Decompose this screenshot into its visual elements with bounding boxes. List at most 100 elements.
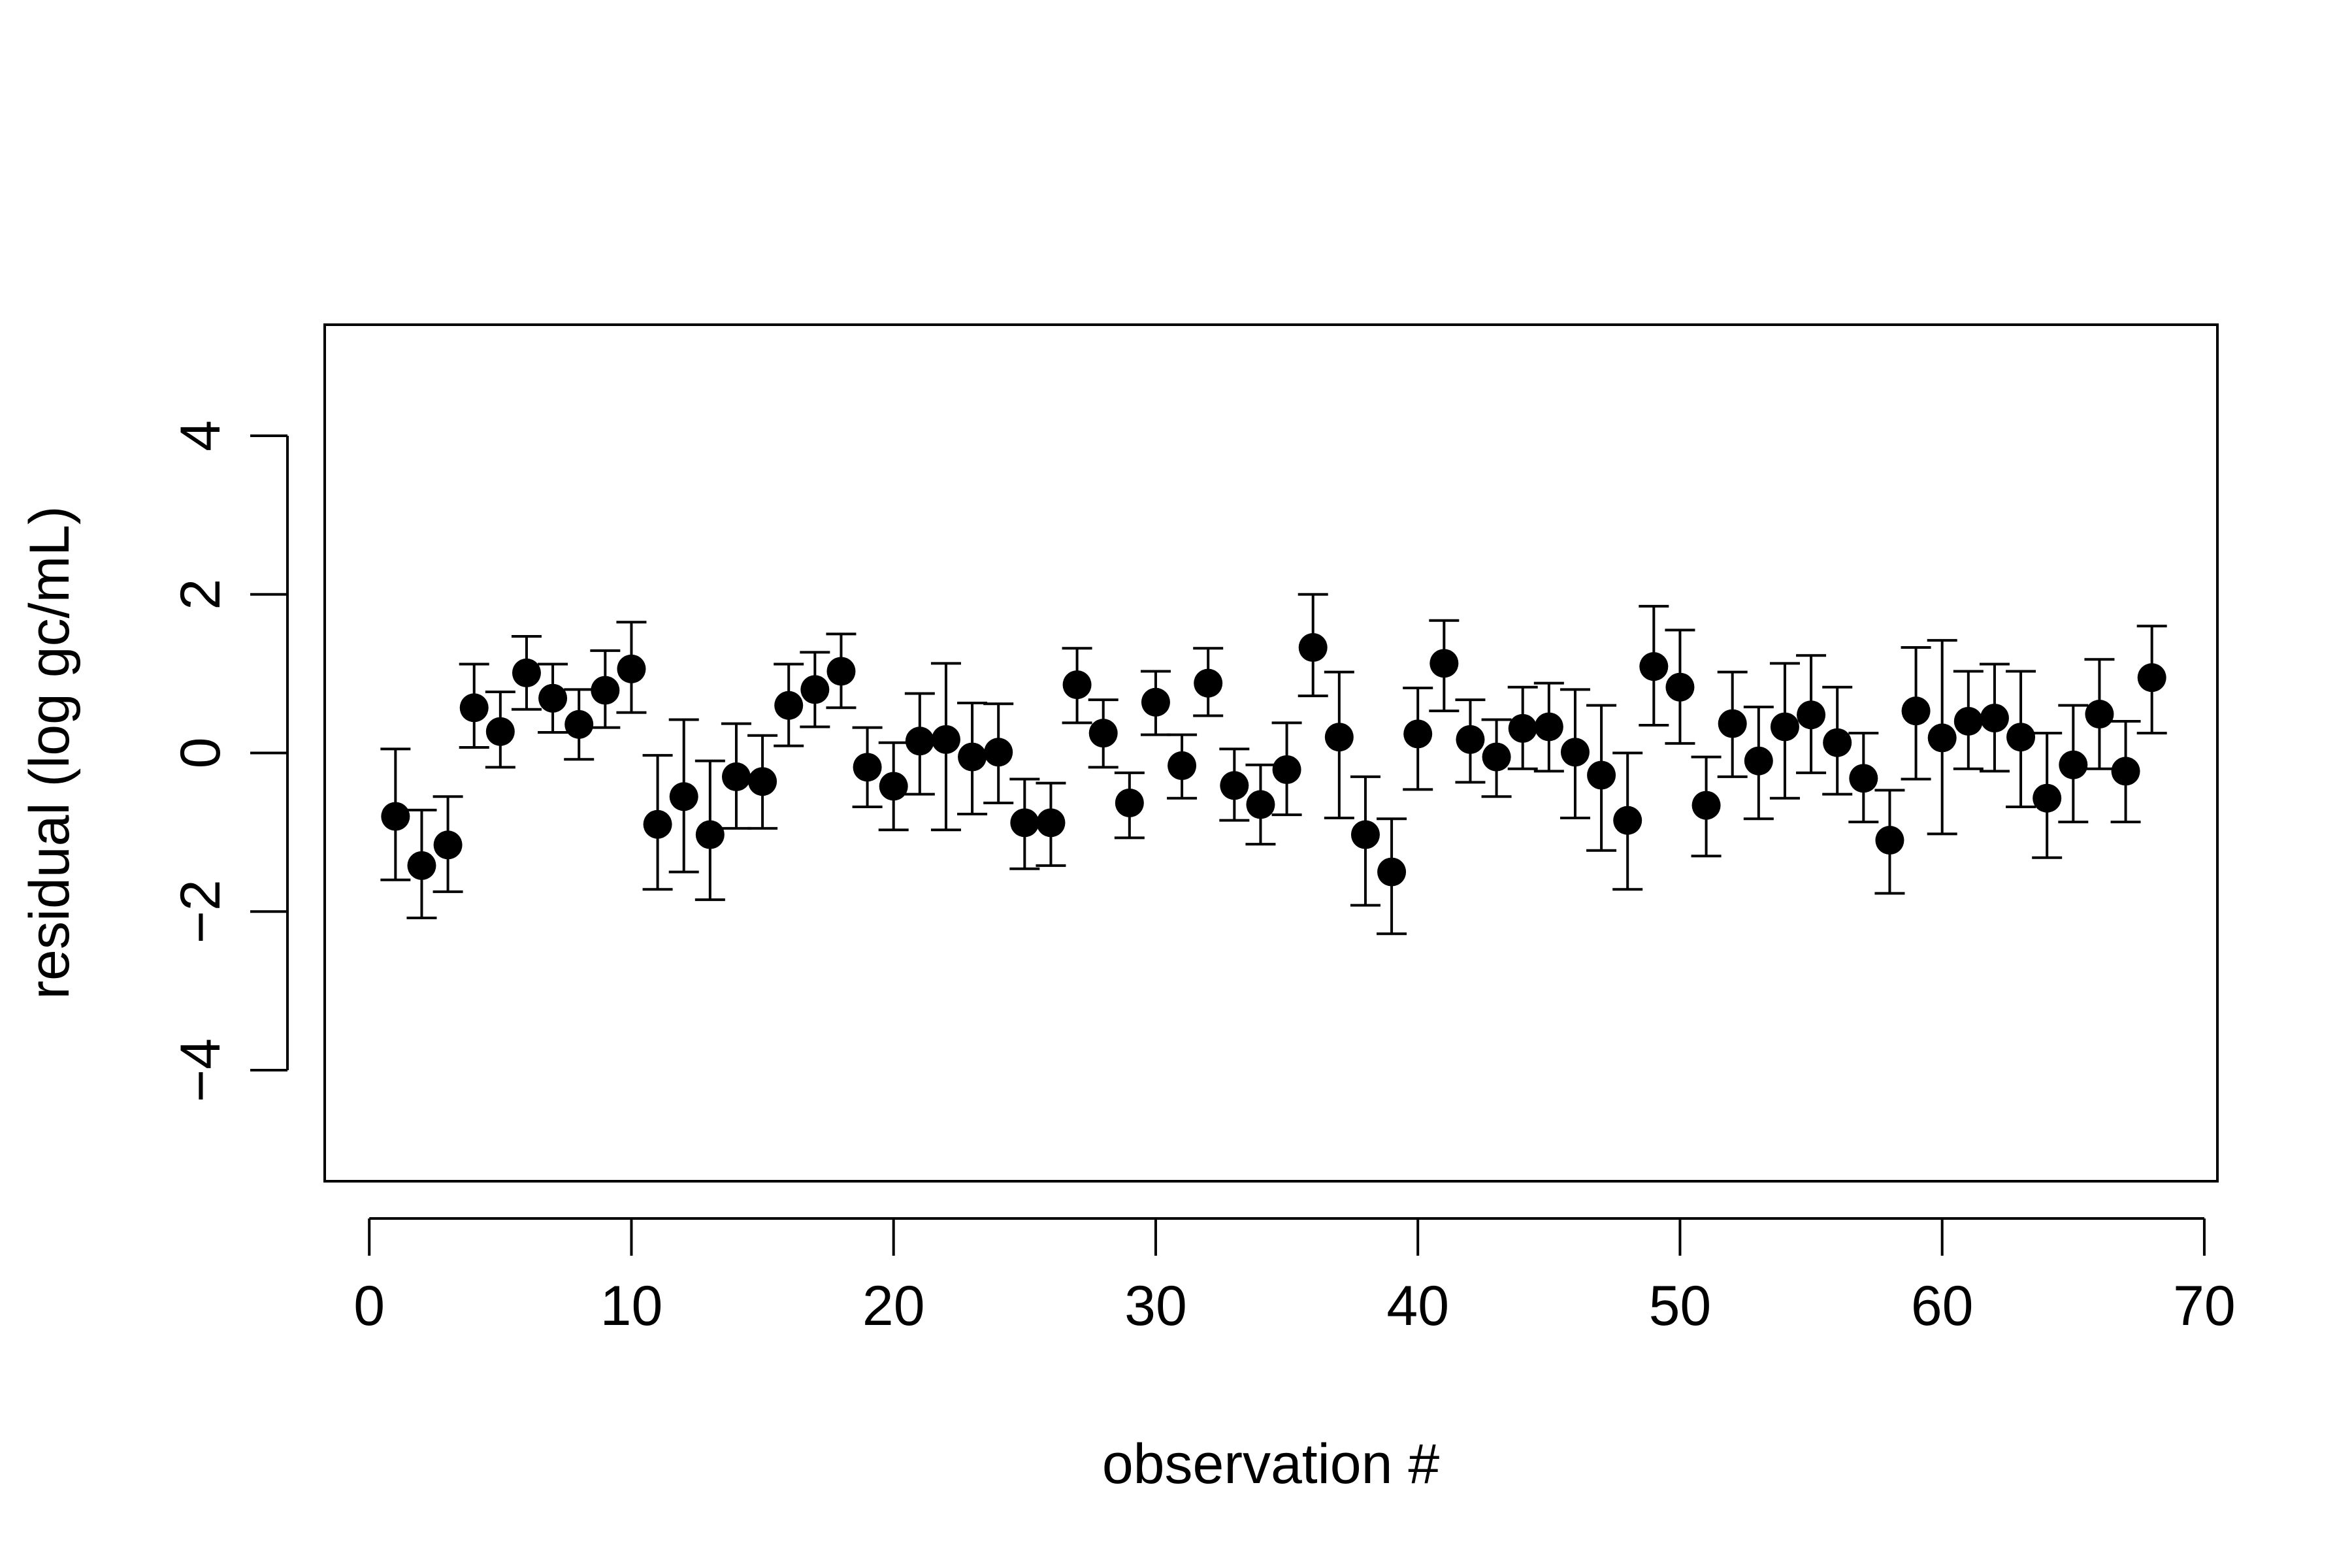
data-point bbox=[1639, 652, 1669, 681]
data-point bbox=[1062, 670, 1092, 700]
data-point-group bbox=[406, 808, 437, 919]
data-point-group bbox=[1062, 647, 1092, 725]
data-point bbox=[1403, 719, 1433, 749]
data-point-group bbox=[826, 632, 857, 710]
data-point bbox=[879, 772, 908, 801]
data-point bbox=[1823, 728, 1852, 757]
data-point-group bbox=[774, 662, 804, 747]
data-point bbox=[1036, 808, 1066, 838]
data-point bbox=[643, 809, 672, 839]
data-points bbox=[380, 593, 2167, 936]
data-point-group bbox=[2084, 658, 2115, 770]
data-point bbox=[984, 738, 1013, 767]
data-point bbox=[695, 820, 725, 849]
data-point-group bbox=[1743, 706, 1774, 821]
data-point-group bbox=[878, 741, 909, 832]
data-point-group bbox=[1140, 670, 1171, 736]
data-point-group bbox=[1769, 662, 1800, 800]
data-point bbox=[669, 782, 698, 811]
data-point-group bbox=[1848, 732, 1879, 824]
data-point-group bbox=[1665, 629, 1695, 745]
data-point bbox=[1350, 820, 1380, 849]
data-point bbox=[853, 753, 882, 782]
y-tick-label: 4 bbox=[169, 420, 232, 451]
data-point bbox=[1587, 760, 1616, 790]
data-point-group bbox=[1927, 639, 1957, 836]
data-point-group bbox=[1455, 698, 1486, 784]
data-point-group bbox=[1560, 688, 1590, 820]
data-point bbox=[381, 802, 410, 831]
data-point bbox=[407, 851, 436, 880]
data-point-group bbox=[1953, 670, 1984, 770]
data-point-group bbox=[616, 621, 647, 714]
data-point bbox=[1953, 706, 1983, 736]
data-point-group bbox=[642, 754, 673, 891]
data-point bbox=[931, 725, 960, 754]
y-axis: −4 −2 0 2 4 bbox=[169, 420, 289, 1102]
data-point bbox=[1901, 696, 1931, 726]
data-point bbox=[1377, 857, 1407, 887]
data-point bbox=[1508, 713, 1537, 743]
data-point-group bbox=[1691, 755, 1722, 858]
data-point bbox=[1115, 788, 1144, 817]
data-point-group bbox=[2058, 704, 2089, 824]
data-point-group bbox=[747, 734, 778, 830]
x-tick-label: 70 bbox=[2173, 1275, 2236, 1337]
data-point-group bbox=[564, 688, 595, 761]
data-point-group bbox=[1036, 781, 1066, 867]
data-point-group bbox=[485, 691, 515, 769]
data-point-group bbox=[1219, 747, 1250, 822]
data-point bbox=[564, 710, 594, 739]
data-point-group bbox=[2006, 670, 2036, 809]
data-point-group bbox=[1193, 647, 1224, 717]
data-point-group bbox=[1245, 763, 1276, 846]
data-point bbox=[538, 683, 568, 713]
data-point bbox=[1088, 719, 1118, 748]
data-point-group bbox=[1271, 721, 1302, 817]
data-point bbox=[2006, 723, 2036, 752]
data-point bbox=[1718, 709, 1747, 738]
plot-frame bbox=[323, 323, 2219, 1183]
data-point-group bbox=[1009, 777, 1040, 870]
data-point-group bbox=[1350, 775, 1380, 907]
data-point-group bbox=[1979, 662, 2010, 773]
data-point-group bbox=[1874, 789, 1905, 895]
data-point bbox=[1482, 742, 1511, 772]
data-point bbox=[1456, 725, 1485, 754]
data-point bbox=[1534, 712, 1563, 742]
data-point bbox=[1770, 712, 1799, 742]
x-axis: 0 10 20 30 40 50 60 70 bbox=[353, 1217, 2236, 1337]
data-point-group bbox=[1796, 654, 1827, 774]
data-point-group bbox=[1403, 686, 1433, 791]
data-point bbox=[748, 767, 777, 796]
data-point bbox=[721, 762, 751, 791]
data-point bbox=[591, 676, 620, 705]
data-point-group bbox=[2110, 719, 2141, 824]
x-tick-label: 50 bbox=[1649, 1275, 1712, 1337]
data-point-group bbox=[1114, 771, 1145, 840]
data-point bbox=[1875, 826, 1904, 855]
x-tick-label: 10 bbox=[600, 1275, 663, 1337]
data-point-group bbox=[1088, 698, 1119, 769]
data-point-group bbox=[380, 747, 411, 881]
data-point-group bbox=[1586, 704, 1617, 852]
data-point bbox=[905, 727, 934, 756]
data-point bbox=[2033, 783, 2062, 813]
data-point bbox=[1246, 790, 1275, 819]
data-point-group bbox=[1377, 817, 1407, 936]
data-point-group bbox=[1507, 685, 1538, 770]
y-axis-title: residual (log gc/mL) bbox=[18, 506, 81, 999]
data-point-group bbox=[1533, 681, 1564, 773]
x-tick-label: 30 bbox=[1124, 1275, 1187, 1337]
data-point-group bbox=[852, 726, 883, 809]
x-tick-label: 20 bbox=[862, 1275, 925, 1337]
data-point bbox=[433, 830, 463, 860]
data-point-group bbox=[983, 702, 1014, 804]
data-point bbox=[1429, 649, 1459, 678]
data-point-group bbox=[1429, 619, 1460, 713]
x-axis-title: observation # bbox=[1102, 1433, 1440, 1495]
data-point-group bbox=[1901, 646, 1931, 781]
x-tick-label: 60 bbox=[1911, 1275, 1974, 1337]
y-tick-label: 0 bbox=[169, 738, 232, 769]
data-point bbox=[1665, 672, 1695, 702]
